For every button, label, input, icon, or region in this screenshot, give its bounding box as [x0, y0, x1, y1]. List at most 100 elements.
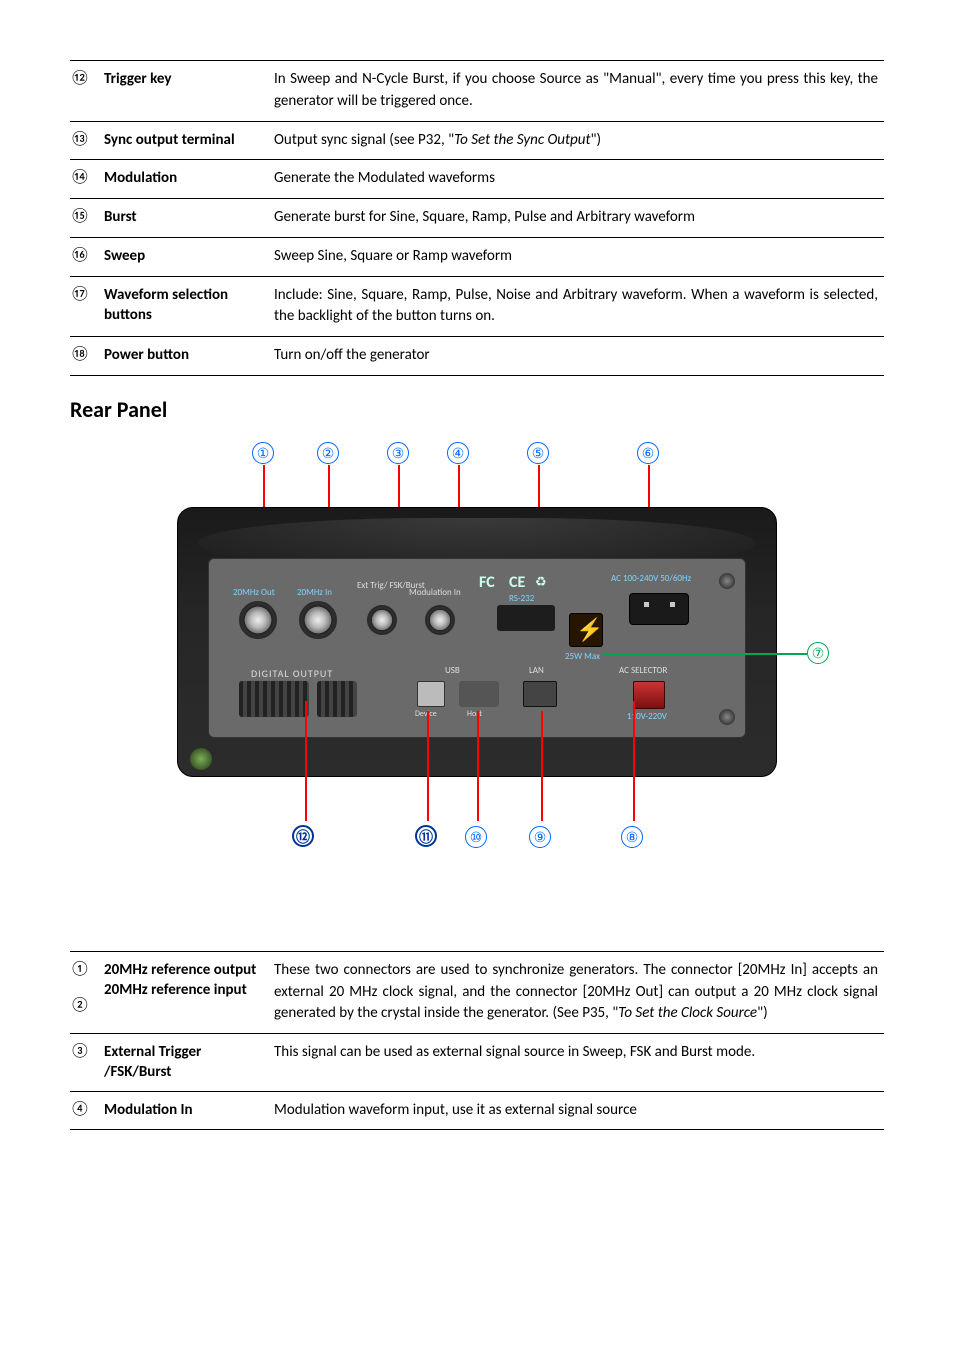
ac-selector-switch — [633, 681, 665, 709]
line — [603, 653, 807, 655]
warning-icon — [569, 613, 603, 647]
callout-8: ⑧ — [621, 825, 643, 848]
callout-3: ③ — [387, 441, 409, 464]
rear-panel-diagram: ① ② ③ ④ ⑤ ⑥ 20MHz Out 20MHz In Ext Trig/… — [127, 441, 827, 871]
digital-output-port — [239, 681, 309, 717]
lan-port — [523, 681, 557, 707]
t: Host — [467, 709, 482, 719]
n: ⑨ — [529, 826, 551, 848]
row-desc: These two connectors are used to synchro… — [274, 951, 884, 1033]
t: LAN — [529, 665, 544, 676]
row-label: External Trigger /FSK/Burst — [104, 1034, 274, 1092]
callout-2: ② — [317, 441, 339, 464]
callout-7: ⑦ — [807, 641, 829, 664]
n: ⑪ — [415, 825, 437, 847]
port-20mhz-in — [299, 601, 337, 639]
n: ③ — [387, 442, 409, 464]
n: ⑩ — [465, 826, 487, 848]
line — [427, 711, 429, 821]
row-desc: This signal can be used as external sign… — [274, 1034, 884, 1092]
n: ⑫ — [292, 825, 314, 847]
usb-device-port — [417, 681, 445, 707]
row-desc: In Sweep and N-Cycle Burst, if you choos… — [274, 61, 884, 122]
line — [305, 701, 307, 821]
t: To Set the Sync Output — [454, 131, 590, 149]
callout-10: ⑩ — [465, 825, 487, 848]
t: These two connectors are used to synchro… — [274, 961, 878, 1023]
row-num: ⑭ — [70, 160, 104, 199]
t: ") — [757, 1004, 768, 1022]
t: USB — [445, 665, 460, 676]
row-num: ⑫ — [70, 61, 104, 122]
row-num: ⑱ — [70, 337, 104, 376]
port-20mhz-out — [239, 601, 277, 639]
t: To Set the Clock Source — [618, 1004, 757, 1022]
t: AC SELECTOR — [619, 665, 667, 676]
row-label: Modulation In — [104, 1091, 274, 1130]
row-num: ⑰ — [70, 276, 104, 337]
row-label: Waveform selection buttons — [104, 276, 274, 337]
row-num: ⑮ — [70, 199, 104, 238]
t: ") — [590, 131, 601, 149]
callout-4: ④ — [447, 441, 469, 464]
fc-icon: FC — [479, 573, 495, 592]
row-desc: Generate the Modulated waveforms — [274, 160, 884, 199]
n: ⑤ — [527, 442, 549, 464]
foot-icon — [190, 748, 212, 770]
t: RS-232 — [509, 593, 534, 604]
line — [477, 711, 479, 821]
row-label: Trigger key — [104, 61, 274, 122]
row-label: 20MHz reference output20MHz reference in… — [104, 951, 274, 1033]
ce-icon: CE — [509, 573, 525, 592]
t: 20MHz Out — [233, 587, 275, 598]
n: ⑦ — [807, 642, 829, 664]
t: 20MHz In — [297, 587, 332, 598]
callout-9: ⑨ — [529, 825, 551, 848]
t: Device — [415, 709, 437, 719]
t: Modulation In — [409, 587, 461, 598]
row-desc: Turn on/off the generator — [274, 337, 884, 376]
n: ⑥ — [637, 442, 659, 464]
row-desc: Include: Sine, Square, Ramp, Pulse, Nois… — [274, 276, 884, 337]
callout-6: ⑥ — [637, 441, 659, 464]
row-desc: Output sync signal (see P32, "To Set the… — [274, 121, 884, 160]
n: ② — [317, 442, 339, 464]
row-label: Sync output terminal — [104, 121, 274, 160]
row-num: ①② — [70, 951, 104, 1033]
row-label: Sweep — [104, 237, 274, 276]
rs232-port — [497, 605, 555, 631]
row-num: ③ — [70, 1034, 104, 1092]
row-label: Burst — [104, 199, 274, 238]
callout-5: ⑤ — [527, 441, 549, 464]
row-label: Power button — [104, 337, 274, 376]
screw-icon — [719, 709, 735, 725]
row-desc: Sweep Sine, Square or Ramp waveform — [274, 237, 884, 276]
n: ④ — [447, 442, 469, 464]
port-modulation-in — [425, 605, 455, 635]
power-socket — [629, 593, 689, 625]
n: ⑧ — [621, 826, 643, 848]
n: ① — [252, 442, 274, 464]
row-num: ⑯ — [70, 237, 104, 276]
spec-table-rear: ①② 20MHz reference output20MHz reference… — [70, 951, 884, 1131]
row-num: ⑬ — [70, 121, 104, 160]
t: AC 100-240V 50/60Hz — [611, 573, 691, 584]
line — [541, 711, 543, 821]
port-ext-trig — [367, 605, 397, 635]
digital-output-port-2 — [317, 681, 357, 717]
row-desc: Generate burst for Sine, Square, Ramp, P… — [274, 199, 884, 238]
t: 25W Max — [565, 651, 600, 662]
callout-11: ⑪ — [415, 825, 437, 848]
callout-1: ① — [252, 441, 274, 464]
spec-table-front: ⑫ Trigger key In Sweep and N-Cycle Burst… — [70, 60, 884, 376]
section-title: Rear Panel — [70, 396, 884, 423]
usb-host-port — [459, 681, 499, 707]
row-label: Modulation — [104, 160, 274, 199]
t: Output sync signal (see P32, " — [274, 131, 454, 149]
row-desc: Modulation waveform input, use it as ext… — [274, 1091, 884, 1130]
callout-12: ⑫ — [292, 825, 314, 848]
line — [633, 701, 635, 821]
row-num: ④ — [70, 1091, 104, 1130]
t: DIGITAL OUTPUT — [251, 667, 333, 680]
screw-icon — [719, 573, 735, 589]
